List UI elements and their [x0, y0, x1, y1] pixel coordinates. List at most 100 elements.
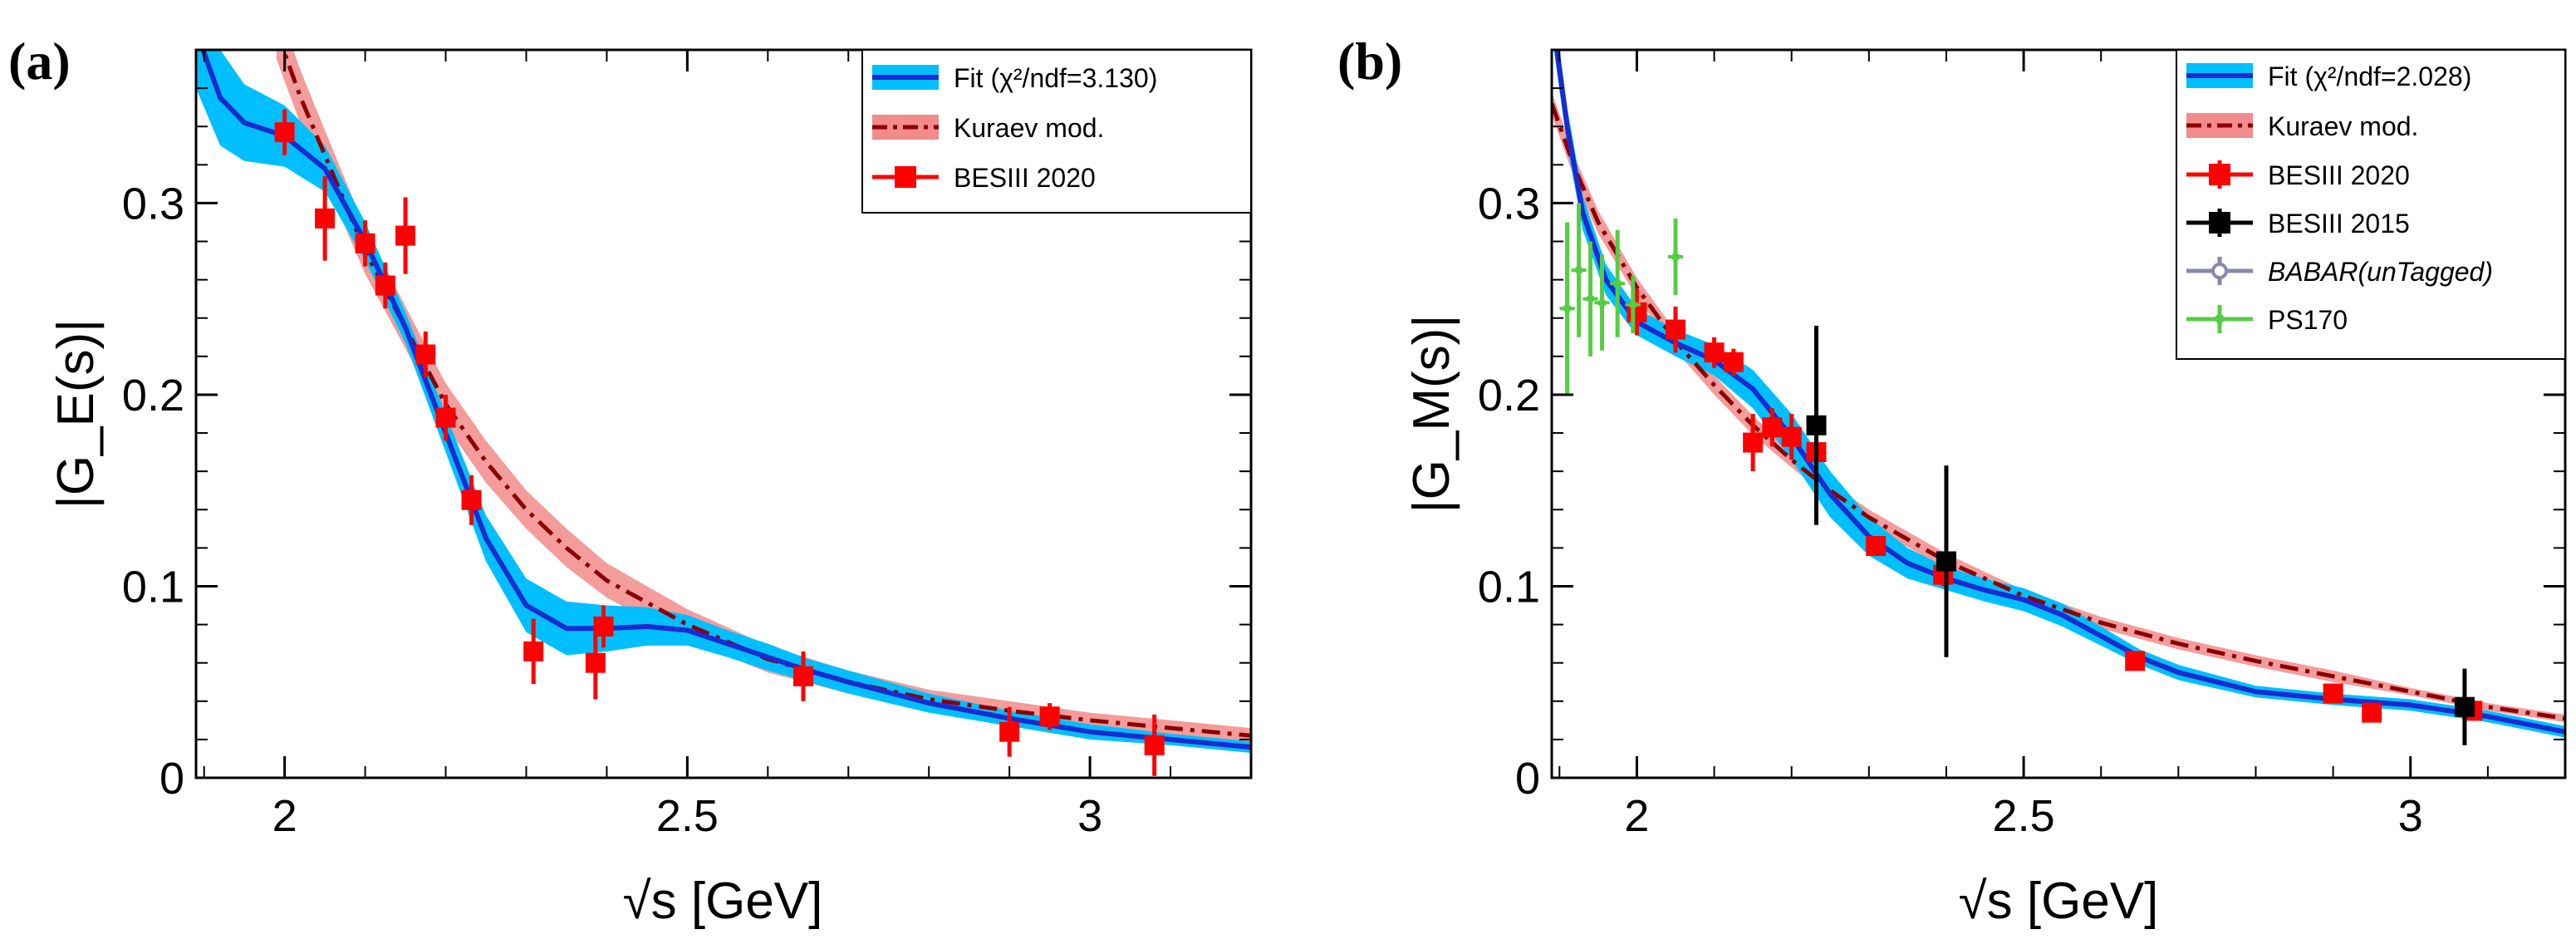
x-tick-label: 2: [1624, 791, 1649, 841]
legend-besiii2015-swatch-marker: [2209, 212, 2230, 234]
data-point-besiii-2020: [523, 618, 544, 685]
legend-label-kuraev: Kuraev mod.: [2268, 111, 2418, 141]
square-marker: [1743, 432, 1764, 453]
legend-label-besiii2020: BESIII 2020: [954, 163, 1096, 193]
square-marker: [1666, 319, 1686, 340]
legend: Fit (χ²/ndf=3.130) Kuraev mod. BESIII 20…: [861, 49, 1252, 214]
square-marker: [1866, 536, 1887, 557]
data-point-ps170: ✦: [1592, 254, 1612, 351]
square-marker: [1039, 706, 1060, 727]
data-point-besiii-2020: [461, 474, 482, 525]
x-tick-label: 2.5: [1993, 791, 2055, 841]
data-point-besiii-2015: [1806, 325, 1827, 525]
data-point-ps170: ✦: [1622, 276, 1643, 334]
x-axis-title: √s [GeV]: [1959, 873, 2159, 930]
legend: Fit (χ²/ndf=2.028) Kuraev mod. BESIII 20…: [2176, 49, 2566, 360]
square-marker: [2454, 696, 2475, 717]
data-point-besiii-2020: [1743, 414, 1764, 472]
data-point-besiii-2015: [1936, 465, 1956, 657]
square-marker: [461, 489, 482, 510]
data-point-besiii-2020: [375, 262, 395, 309]
y-tick-label: 0.1: [1478, 562, 1540, 612]
y-axis-title: |G_E(s)|: [47, 319, 105, 509]
legend-besiii2020-swatch-marker: [895, 166, 916, 188]
data-point-besiii-2020: [1144, 714, 1165, 776]
x-tick-label: 3: [2398, 791, 2423, 841]
square-marker: [435, 407, 456, 428]
star-marker: ✦: [1622, 293, 1643, 320]
y-tick-label: 0.2: [1478, 371, 1540, 420]
square-marker: [585, 652, 606, 673]
panel-label-a: (a): [8, 32, 71, 91]
y-tick-label: 0: [1515, 754, 1540, 804]
x-axis-title: √s [GeV]: [623, 873, 823, 930]
legend-label-fit: Fit (χ²/ndf=2.028): [2268, 61, 2471, 91]
square-marker: [523, 641, 544, 661]
data-point-besiii-2020: [395, 197, 416, 274]
data-point-besiii-2020: [1723, 348, 1744, 376]
square-marker: [355, 233, 375, 253]
panel-label-b: (b): [1337, 32, 1402, 91]
data-points: ✦✦✦✦✦✦✦: [1557, 203, 2483, 745]
square-marker: [1806, 415, 1827, 435]
square-marker: [2362, 702, 2382, 723]
kuraev-line: [281, 50, 1251, 738]
star-marker: ✦: [1557, 296, 1577, 323]
data-point-ps170: ✦: [1557, 222, 1577, 395]
data-point-ps170: ✦: [1665, 218, 1686, 296]
legend-babar-swatch-marker: [2211, 263, 2228, 279]
data-point-besiii-2020: [1866, 536, 1887, 557]
data-point-besiii-2020: [1704, 337, 1725, 368]
data-point-besiii-2020: [792, 651, 813, 701]
data-point-ps170: ✦: [1607, 229, 1628, 337]
data-point-besiii-2020: [415, 331, 436, 378]
square-marker: [593, 616, 614, 637]
plot-frame: [1550, 48, 2567, 779]
star-marker: ✦: [1607, 271, 1628, 298]
data-point-besiii-2020: [999, 706, 1020, 757]
data-point-ps170: ✦: [1568, 203, 1589, 337]
kuraev-line: [1552, 102, 2565, 720]
legend-label-besiii2020: BESIII 2020: [2268, 160, 2410, 190]
square-marker: [1723, 352, 1744, 372]
data-point-besiii-2020: [2362, 702, 2382, 723]
data-point-besiii-2020: [593, 605, 614, 648]
square-marker: [395, 225, 416, 246]
star-marker: ✦: [1665, 244, 1685, 272]
square-marker: [2125, 651, 2146, 671]
legend-ps170-swatch-marker: ✦: [2208, 304, 2232, 336]
star-marker: ✦: [1580, 287, 1601, 314]
square-marker: [415, 344, 436, 365]
data-point-besiii-2020: [1781, 414, 1802, 460]
y-tick-label: 0.3: [122, 179, 184, 229]
square-marker: [792, 666, 813, 686]
data-point-besiii-2020: [315, 176, 336, 261]
y-tick-label: 0.1: [122, 562, 184, 612]
square-marker: [274, 122, 295, 143]
x-tick-label: 2.5: [656, 791, 719, 841]
legend-label-ps170: PS170: [2268, 305, 2348, 335]
x-tick-label: 3: [1077, 791, 1102, 841]
y-tick-label: 0.2: [122, 371, 184, 420]
data-point-besiii-2020: [2125, 651, 2146, 671]
panel-b: (b) ✦✦✦✦✦✦✦ 2 2.5 300.10.20.3 √s [GeV] |G_…: [1337, 32, 2567, 930]
data-point-besiii-2020: [585, 626, 606, 700]
square-marker: [2323, 683, 2343, 704]
data-point-besiii-2020: [2323, 683, 2343, 704]
star-marker: ✦: [1592, 290, 1612, 317]
panel-a: (a) 2 2.5 3 0 0.1 0.2 0.3 √s [GeV] |G_E(s)| Fi…: [8, 32, 1253, 930]
data-point-besiii-2015: [2454, 668, 2475, 745]
data-point-ps170: ✦: [1580, 241, 1601, 356]
legend-besiii2020-swatch-marker: [2209, 164, 2230, 185]
square-marker: [1781, 426, 1802, 447]
y-tick-label: 0.3: [1478, 179, 1540, 229]
y-tick-label: 0: [159, 754, 184, 804]
y-axis-title: |G_M(s)|: [1403, 315, 1460, 514]
x-tick-label: 2: [272, 791, 297, 841]
legend-label-kuraev: Kuraev mod.: [954, 113, 1104, 143]
legend-box: [2176, 49, 2566, 360]
legend-label-besiii2015: BESIII 2015: [2268, 209, 2410, 238]
legend-label-fit: Fit (χ²/ndf=3.130): [954, 63, 1157, 93]
data-point-besiii-2020: [1762, 408, 1783, 447]
square-marker: [1936, 551, 1956, 572]
